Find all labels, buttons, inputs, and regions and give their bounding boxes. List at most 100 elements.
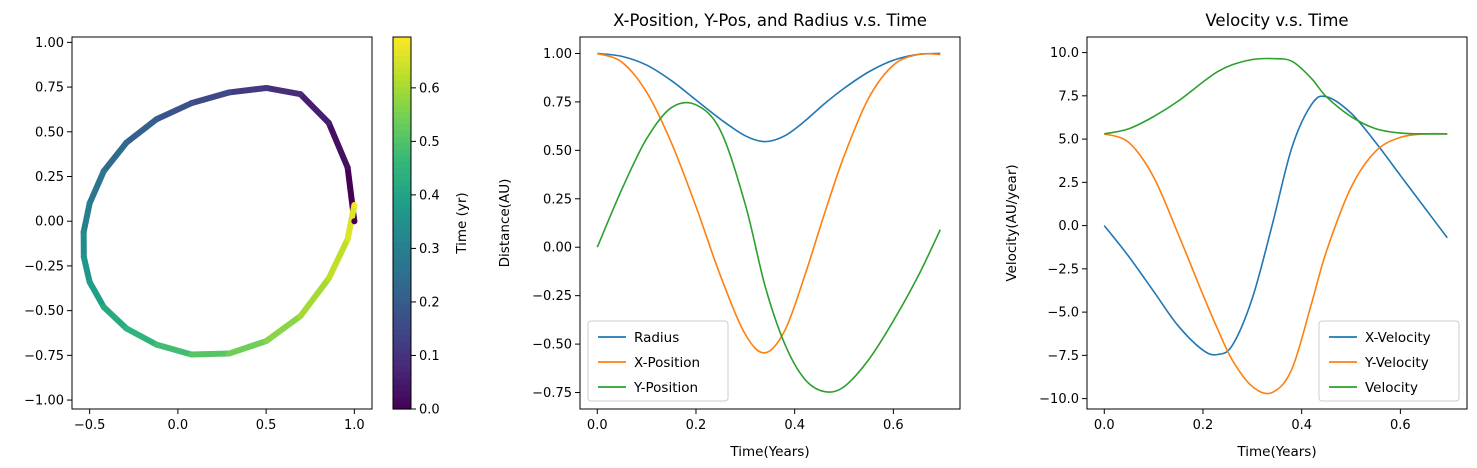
velocity-ytick-label: −5.0: [1047, 306, 1079, 321]
velocity-line-velocity: [1104, 57, 1448, 135]
colorbar-tick-label: 0.4: [419, 188, 440, 203]
orbit-segment: [100, 139, 130, 175]
colorbar-strip: [393, 148, 411, 156]
velocity-ytick-label: −2.5: [1047, 262, 1079, 277]
velocity-xlabel: Time(Years): [1236, 444, 1316, 460]
velocity-lines: [1103, 57, 1448, 395]
orbit-segment: [188, 350, 233, 358]
orbit-point: [344, 164, 351, 171]
orbit-ytick-label: 0.00: [35, 215, 64, 230]
orbit-point: [325, 275, 332, 282]
velocity-ytick-label: 0.0: [1058, 219, 1079, 234]
colorbar-strip: [393, 43, 411, 50]
velocity-panel: Velocity v.s. Time 0.0 0.2 0.4 0.6 −10.0 −7.…: [1004, 11, 1468, 460]
distance-lines: [596, 52, 941, 393]
orbit-point: [100, 168, 107, 175]
colorbar-strip: [393, 61, 411, 69]
colorbar-strip: [393, 378, 411, 385]
colorbar-strip: [393, 173, 411, 181]
orbit-xtick-label: 1.0: [344, 418, 365, 433]
colorbar-strip: [393, 80, 411, 88]
orbit-ytick-label: 0.75: [35, 81, 64, 96]
velocity-ytick-label: −10.0: [1039, 392, 1079, 407]
velocity-xtick-label: 0.0: [1094, 418, 1115, 433]
orbit-segment: [297, 275, 332, 319]
orbit-segment: [86, 279, 107, 311]
colorbar-strip: [393, 179, 411, 187]
orbit-ytick-label: −1.00: [24, 394, 64, 409]
colorbar-strip: [393, 266, 411, 274]
orbit-point: [188, 351, 195, 358]
colorbar-strip: [393, 340, 411, 348]
orbit-segment: [123, 116, 160, 146]
colorbar-tick-label: 0.1: [419, 349, 440, 364]
distance-legend-label: Y-Position: [633, 380, 698, 396]
orbit-xtick-label: −0.5: [74, 418, 106, 433]
orbit-ytick-label: 0.25: [35, 170, 64, 185]
orbit-point: [297, 313, 304, 319]
colorbar-strip: [393, 278, 411, 286]
colorbar-strip: [393, 204, 411, 212]
colorbar-strip: [393, 37, 411, 44]
colorbar-strip: [393, 68, 411, 75]
velocity-line-x-velocity: [1103, 95, 1448, 356]
orbit-ytick-label: 0.50: [35, 125, 64, 140]
orbit-point: [100, 304, 107, 311]
colorbar-strip: [393, 223, 411, 230]
orbit-panel: −0.5 0.0 0.5 1.0 −1.00 −0.75 −0.50 −0.25 0.00 0.…: [24, 36, 373, 433]
orbit-segment: [100, 304, 130, 332]
orbit-point: [351, 218, 358, 225]
colorbar-strip: [393, 130, 411, 137]
colorbar-strip: [393, 247, 411, 255]
distance-y-ticks: −0.75 −0.50 −0.25 0.00 0.25 0.50 0.75 1.00: [532, 47, 580, 401]
velocity-plot-frame: [1086, 36, 1468, 410]
distance-xtick-label: 0.6: [883, 418, 904, 433]
orbit-point: [80, 253, 87, 260]
distance-legend-label: Radius: [634, 330, 679, 346]
orbit-point: [325, 119, 332, 126]
colorbar-strip: [393, 229, 411, 236]
orbit-ytick-label: −0.75: [24, 349, 64, 364]
velocity-legend-label: Velocity: [1365, 380, 1418, 396]
colorbar-ticks: 0.0 0.1 0.2 0.3 0.4 0.5 0.6: [411, 81, 440, 418]
orbit-x-ticks: −0.5 0.0 0.5 1.0: [74, 409, 365, 433]
orbit-segment: [226, 84, 270, 96]
colorbar-strip: [393, 390, 411, 398]
colorbar-strip: [393, 154, 411, 162]
orbit-point: [263, 84, 270, 91]
distance-title: X-Position, Y-Pos, and Radius v.s. Time: [613, 11, 927, 30]
colorbar-strip: [393, 55, 411, 63]
colorbar-strip: [393, 322, 411, 329]
distance-ytick-label: 0.25: [543, 192, 572, 207]
colorbar-strip: [393, 297, 411, 305]
colorbar-strip: [393, 371, 411, 379]
colorbar-strip: [393, 105, 411, 112]
distance-ylabel: Distance(AU): [497, 179, 513, 268]
orbit-point: [297, 91, 304, 98]
colorbar-tick-label: 0.3: [419, 242, 440, 257]
colorbar-strip: [393, 185, 411, 193]
colorbar-strip: [393, 99, 411, 106]
orbit-point: [226, 89, 233, 96]
colorbar-strip: [393, 192, 411, 199]
orbit-point: [153, 116, 160, 123]
colorbar-strip: [393, 334, 411, 342]
velocity-y-ticks: −10.0 −7.5 −5.0 −2.5 0.0 2.5 5.0 7.5 10.0: [1039, 46, 1087, 407]
orbit-point: [86, 200, 93, 207]
colorbar-strip: [393, 272, 411, 280]
orbit-segment: [188, 89, 233, 107]
orbit-segment: [325, 119, 351, 171]
velocity-xtick-label: 0.6: [1390, 418, 1411, 433]
orbit-segment: [86, 168, 107, 207]
colorbar-strip: [393, 353, 411, 360]
orbit-point: [226, 350, 233, 357]
orbit-segment: [226, 338, 270, 357]
colorbar-strip: [393, 161, 411, 168]
orbit-xtick-label: 0.0: [168, 418, 189, 433]
time-colorbar: 0.0 0.1 0.2 0.3 0.4 0.5 0.6 Time (yr): [392, 36, 470, 418]
distance-xtick-label: 0.0: [587, 418, 608, 433]
orbit-point: [263, 338, 270, 345]
colorbar-strip: [393, 74, 411, 81]
colorbar-strip: [393, 86, 411, 94]
